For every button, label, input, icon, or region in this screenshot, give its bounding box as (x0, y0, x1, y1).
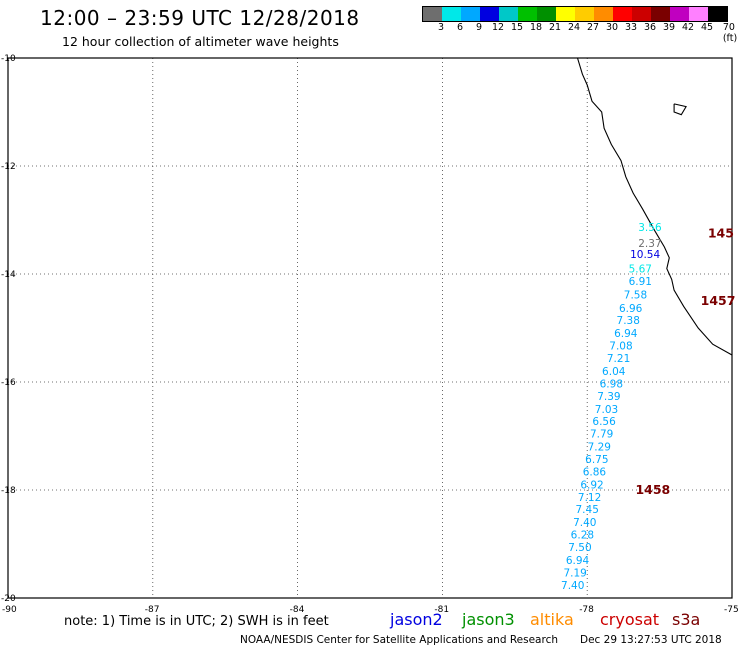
wave-height-value: 7.39 (597, 391, 620, 403)
colorbar-swatch (670, 7, 689, 21)
mission-jason2: jason2 (390, 610, 443, 629)
generated-timestamp: Dec 29 13:27:53 UTC 2018 (580, 634, 722, 646)
map-title: 12:00 – 23:59 UTC 12/28/2018 (40, 6, 360, 30)
wave-height-value: 3.56 (638, 222, 662, 234)
lon-tick-label: -87 (145, 605, 160, 615)
lat-tick-label: -16 (1, 378, 16, 388)
colorbar-label: 33 (624, 22, 638, 33)
colorbar-swatch (708, 7, 727, 21)
wave-height-value: 6.86 (583, 466, 607, 478)
wave-height-value: 2.37 (638, 238, 661, 250)
lat-tick-label: -14 (1, 270, 16, 280)
map-subtitle: 12 hour collection of altimeter wave hei… (62, 34, 339, 49)
wave-height-value: 7.19 (563, 567, 586, 579)
colorbar-swatch (518, 7, 537, 21)
colorbar-swatch (594, 7, 613, 21)
wave-height-value: 6.94 (566, 555, 590, 567)
colorbar-swatch (613, 7, 632, 21)
colorbar-label: 30 (605, 22, 619, 33)
wave-height-value: 6.96 (619, 303, 643, 315)
mission-jason3: jason3 (462, 610, 515, 629)
wave-height-value: 6.75 (585, 454, 608, 466)
mission-cryosat: cryosat (600, 610, 660, 629)
wave-height-value: 7.29 (588, 442, 611, 454)
wave-height-value: 7.38 (617, 315, 640, 327)
mission-s3a: s3a (672, 610, 701, 629)
colorbar-label: 9 (475, 22, 483, 33)
wave-height-labels: 3.562.3710.545.676.917.586.967.386.947.0… (561, 222, 662, 592)
colorbar-swatch (537, 7, 556, 21)
colorbar-label: 45 (700, 22, 714, 33)
colorbar-label: 12 (491, 22, 505, 33)
colorbar-swatch (480, 7, 499, 21)
colorbar-label: 21 (548, 22, 562, 33)
lat-tick-label: -12 (1, 162, 16, 172)
map-frame (7, 57, 733, 599)
colorbar-label: 36 (643, 22, 657, 33)
mission-altika: altika (530, 610, 574, 629)
wave-height-value: 10.54 (630, 249, 660, 261)
colorbar-labels: 3 6 9 12 15 18 21 24 27 30 33 36 39 42 45 70 (ft) (422, 22, 737, 44)
wave-height-value: 7.40 (561, 580, 584, 592)
lon-tick-label: -90 (2, 605, 17, 615)
lon-tick-label: -81 (434, 605, 449, 615)
colorbar-label: 18 (529, 22, 543, 33)
wave-height-colorbar (422, 6, 728, 22)
wave-height-value: 6.91 (629, 276, 652, 288)
lat-tick-label: -18 (1, 486, 16, 496)
colorbar-label: 15 (510, 22, 524, 33)
lon-tick-label: -78 (579, 605, 594, 615)
wave-height-value: 7.03 (595, 404, 618, 416)
colorbar-label: 27 (586, 22, 600, 33)
graticule (8, 58, 732, 598)
colorbar-swatch (556, 7, 575, 21)
wave-height-value: 6.92 (580, 479, 603, 491)
wave-height-value: 6.04 (602, 366, 626, 378)
wave-height-value: 7.40 (573, 517, 596, 529)
wave-height-value: 7.45 (576, 504, 599, 516)
colorbar-swatch (575, 7, 594, 21)
lat-tick-label: -20 (1, 594, 16, 604)
island (673, 103, 687, 116)
colorbar-label: 39 (662, 22, 676, 33)
colorbar-swatch (499, 7, 518, 21)
wave-height-value: 7.50 (568, 542, 591, 554)
wave-height-value: 7.12 (578, 492, 601, 504)
pass-time-label: 1458 (635, 482, 670, 497)
wave-height-value: 5.67 (629, 263, 652, 275)
wave-height-value: 7.21 (607, 353, 630, 365)
credit-line: NOAA/NESDIS Center for Satellite Applica… (240, 634, 558, 646)
wave-height-value: 7.58 (624, 289, 647, 301)
lon-tick-label: -84 (290, 605, 305, 615)
units-note: note: 1) Time is in UTC; 2) SWH is in fe… (64, 614, 329, 629)
colorbar-swatch (423, 7, 442, 21)
colorbar-label: 6 (456, 22, 464, 33)
pass-time-labels: 145 1457 1458 (635, 226, 735, 498)
wave-height-value: 7.79 (590, 429, 613, 441)
coastline (576, 57, 733, 356)
axis-ticks: -90 -87 -84 -81 -78 -75 -10 -12 -14 -16 -18 -20 (1, 54, 739, 615)
colorbar-label: 70 (ft) (722, 22, 738, 44)
colorbar-swatch (651, 7, 670, 21)
pass-time-label: 145 (708, 226, 734, 241)
colorbar-label: 24 (567, 22, 581, 33)
colorbar-swatch (442, 7, 461, 21)
wave-height-value: 6.94 (614, 328, 638, 340)
wave-height-value: 6.28 (571, 530, 594, 542)
wave-height-value: 7.08 (609, 341, 632, 353)
colorbar-swatch (461, 7, 480, 21)
pass-time-label: 1457 (701, 293, 736, 308)
wave-height-value: 6.98 (600, 378, 623, 390)
wave-height-value: 6.56 (592, 416, 616, 428)
colorbar-label: 42 (681, 22, 695, 33)
colorbar-label: 3 (437, 22, 445, 33)
colorbar-swatch (689, 7, 708, 21)
lat-tick-label: -10 (1, 54, 16, 64)
colorbar-swatch (632, 7, 651, 21)
lon-tick-label: -75 (724, 605, 739, 615)
